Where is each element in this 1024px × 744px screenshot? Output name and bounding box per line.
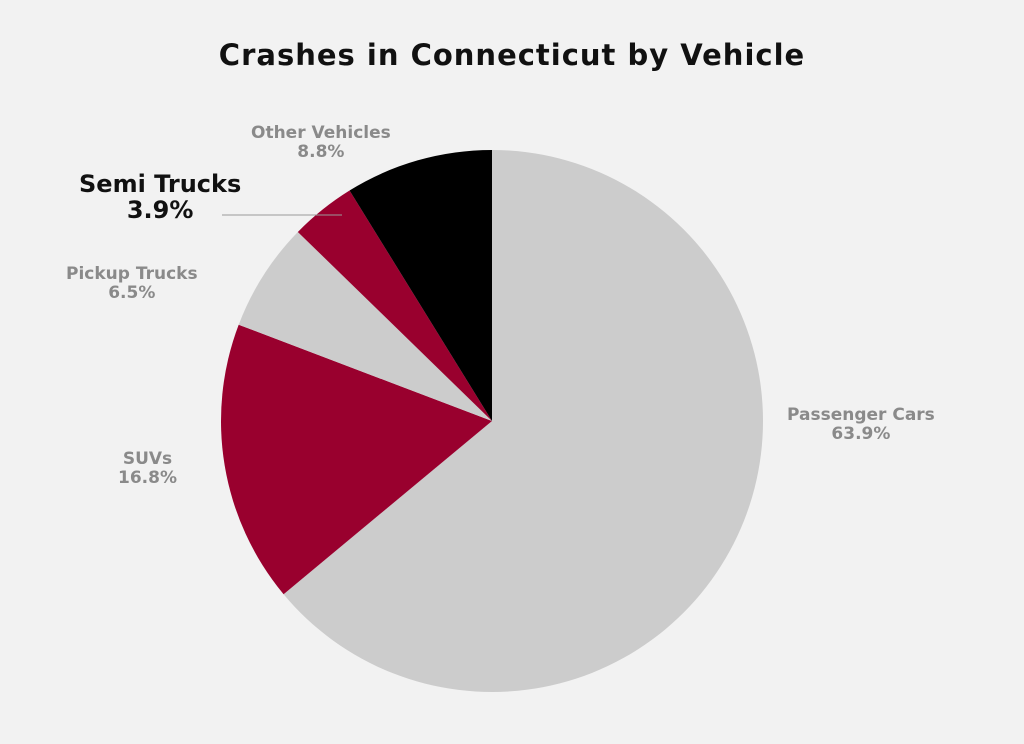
pie-slice-passenger-cars [283, 150, 764, 692]
slice-label-pickup-trucks: Pickup Trucks 6.5% [66, 265, 198, 302]
chart-title: Crashes in Connecticut by Vehicle [218, 38, 806, 72]
slice-name: Semi Trucks [79, 170, 242, 198]
slice-name: Pickup Trucks [66, 264, 198, 284]
slice-name: Other Vehicles [251, 123, 391, 143]
slice-value: 63.9% [831, 423, 891, 444]
slice-value: 3.9% [126, 196, 194, 225]
slice-label-passenger-cars: Passenger Cars 63.9% [787, 406, 935, 443]
pie-slice-other-vehicles [349, 150, 492, 421]
slice-value: 16.8% [118, 467, 177, 488]
slice-name: Passenger Cars [787, 405, 935, 425]
pie-slice-suvs [221, 324, 492, 595]
slice-value: 6.5% [108, 282, 156, 303]
slice-label-suvs: SUVs 16.8% [118, 450, 177, 487]
slice-name: SUVs [122, 449, 173, 469]
pie-slice-pickup-trucks [238, 231, 492, 421]
slice-value: 8.8% [297, 141, 345, 162]
pie-slice-semi-trucks [297, 190, 492, 421]
slice-label-semi-trucks: Semi Trucks 3.9% [79, 171, 241, 224]
slice-label-other-vehicles: Other Vehicles 8.8% [251, 124, 391, 161]
